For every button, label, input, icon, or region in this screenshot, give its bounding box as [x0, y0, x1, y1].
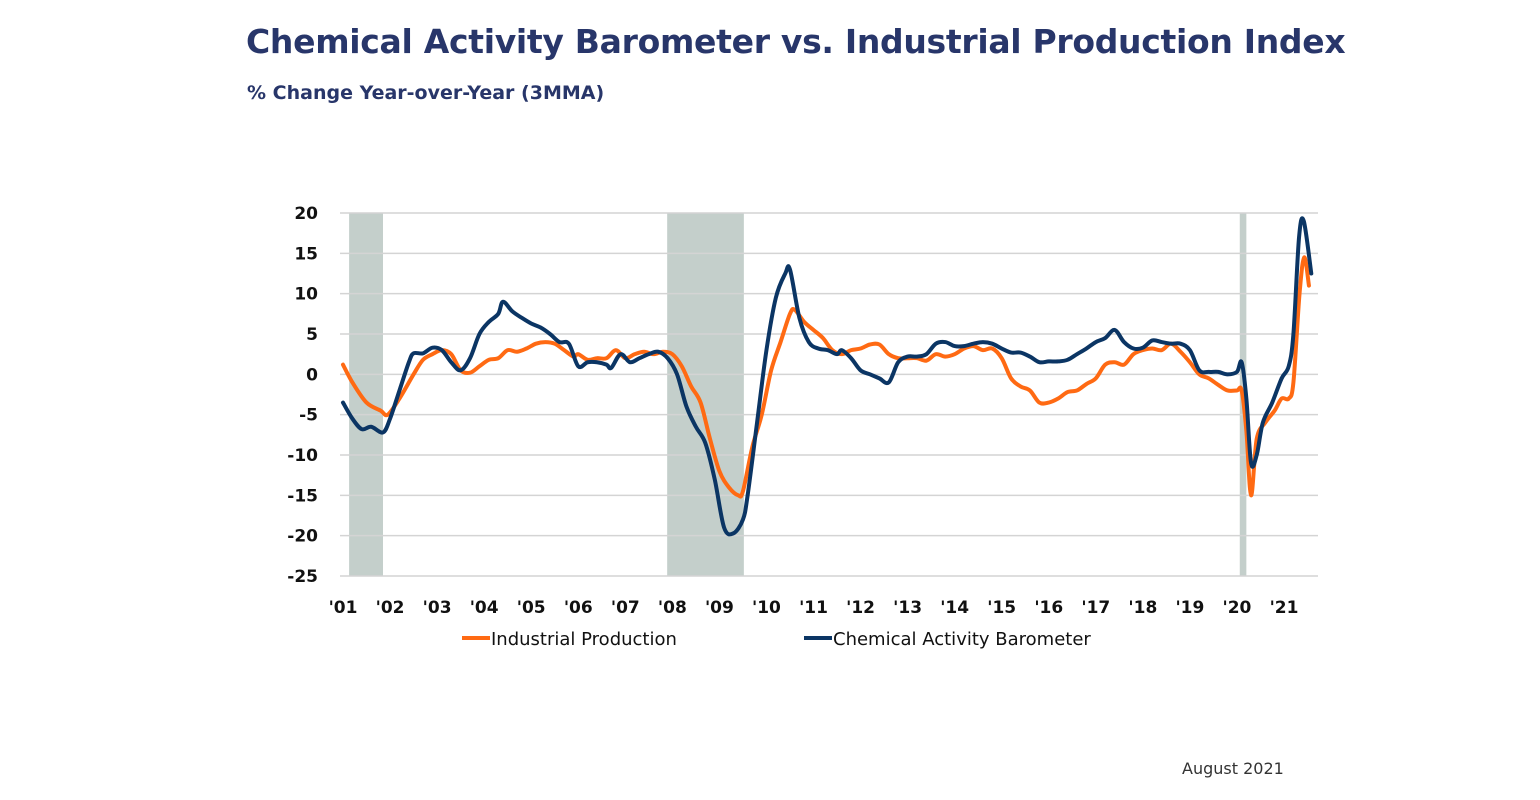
- x-tick-label: '11: [799, 598, 828, 618]
- x-tick-label: '05: [517, 598, 546, 618]
- recession-band: [349, 213, 383, 576]
- x-tick-label: '13: [893, 598, 922, 618]
- x-tick-label: '02: [376, 598, 405, 618]
- date-footnote: August 2021: [1182, 759, 1284, 778]
- series-lines: [341, 216, 1314, 537]
- x-tick-label: '12: [846, 598, 875, 618]
- series-line-chemical-activity-barometer: [341, 216, 1314, 537]
- y-tick-label: -25: [287, 567, 318, 587]
- x-tick-label: '15: [987, 598, 1016, 618]
- x-tick-label: '04: [470, 598, 499, 618]
- x-tick-label: '19: [1175, 598, 1204, 618]
- y-tick-label: -15: [287, 486, 318, 506]
- x-tick-label: '09: [705, 598, 734, 618]
- x-tick-label: '08: [658, 598, 687, 618]
- x-tick-label: '10: [752, 598, 781, 618]
- x-tick-label: '17: [1081, 598, 1110, 618]
- x-tick-label: '01: [329, 598, 358, 618]
- x-tick-label: '03: [423, 598, 452, 618]
- y-tick-label: -5: [299, 406, 318, 426]
- y-axis-ticks: 20 15 10 5 0 -5 -10 -15 -20 -25: [287, 204, 318, 587]
- x-tick-label: '06: [564, 598, 593, 618]
- recession-band: [667, 213, 744, 576]
- y-tick-label: 20: [294, 204, 318, 224]
- y-tick-label: 15: [294, 244, 318, 264]
- x-tick-label: '16: [1034, 598, 1063, 618]
- legend-label-industrial-production: Industrial Production: [491, 629, 677, 650]
- y-tick-label: -10: [287, 446, 318, 466]
- x-tick-label: '18: [1128, 598, 1157, 618]
- y-tick-label: 10: [294, 285, 318, 305]
- y-tick-label: -20: [287, 527, 318, 547]
- legend: Industrial Production Chemical Activity …: [462, 629, 1091, 650]
- x-tick-label: '07: [611, 598, 640, 618]
- chart-title: Chemical Activity Barometer vs. Industri…: [246, 22, 1346, 61]
- x-tick-label: '21: [1270, 598, 1299, 618]
- y-tick-label: 0: [306, 365, 318, 385]
- x-tick-label: '14: [940, 598, 969, 618]
- x-axis-ticks: '01 '02 '03 '04 '05 '06 '07 '08 '09 '10 '11 '12 '13 '…: [329, 598, 1299, 618]
- recession-shading: [349, 213, 1247, 576]
- gridlines: [340, 212, 1318, 577]
- chart-subtitle: % Change Year-over-Year (3MMA): [247, 82, 605, 104]
- series-line-industrial-production: [341, 255, 1311, 499]
- legend-label-chemical-activity-barometer: Chemical Activity Barometer: [833, 629, 1091, 650]
- x-tick-label: '20: [1223, 598, 1252, 618]
- y-tick-label: 5: [306, 325, 318, 345]
